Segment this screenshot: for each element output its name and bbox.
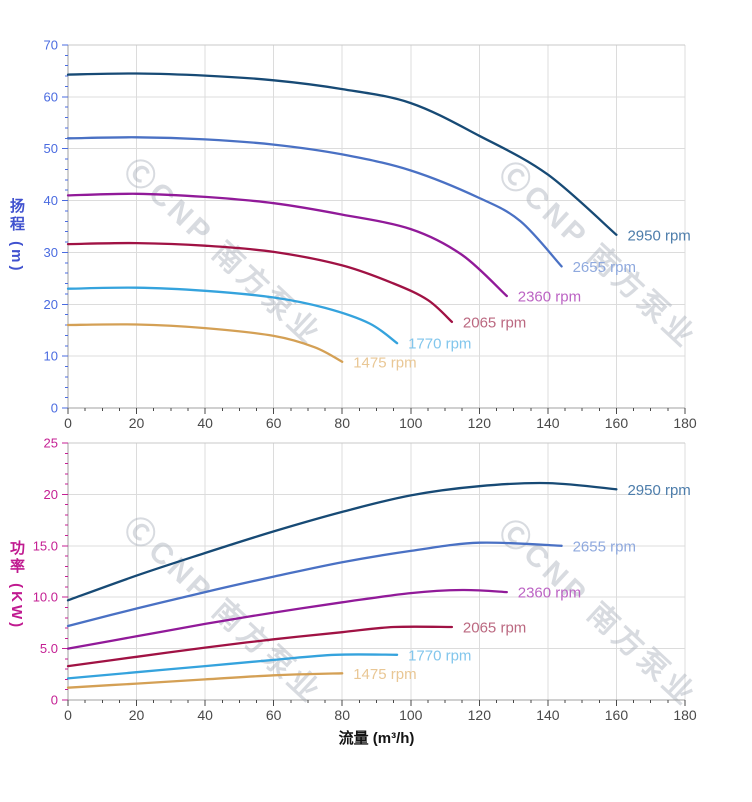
x-tick-label: 160 [605, 415, 629, 431]
y-tick-label: 20 [44, 297, 58, 312]
curve-1770rpm [66, 286, 399, 345]
grid [68, 45, 686, 408]
curve-label-2655rpm: 2655 rpm [573, 259, 636, 276]
grid [68, 443, 686, 700]
x-tick-label: 160 [605, 707, 629, 723]
x-tick-label: 60 [266, 707, 282, 723]
curve-label-2065rpm: 2065 rpm [463, 620, 526, 637]
y-tick-label: 10 [44, 349, 58, 364]
x-tick-label: 100 [399, 415, 423, 431]
x-tick-label: 100 [399, 707, 423, 723]
curve-label-1475rpm: 1475 rpm [353, 354, 416, 371]
curve-2655rpm [66, 136, 563, 268]
curve-2655rpm [66, 541, 563, 628]
curve-label-2655rpm: 2655 rpm [573, 538, 636, 555]
x-tick-label: 120 [468, 707, 492, 723]
x-tick-label: 20 [129, 415, 145, 431]
power-y-axis-title: 功率 (KW) [8, 540, 25, 631]
y-tick-label: 60 [44, 89, 58, 104]
x-tick-label: 20 [129, 707, 145, 723]
y-tick-label: 20 [44, 487, 58, 502]
curve-label-1475rpm: 1475 rpm [353, 666, 416, 683]
x-tick-label: 80 [334, 707, 350, 723]
x-tick-label: 120 [468, 415, 492, 431]
x-tick-label: 40 [197, 707, 213, 723]
y-tick-label: 5.0 [40, 641, 58, 656]
curve-2950rpm [66, 481, 618, 602]
y-tick-label: 50 [44, 141, 58, 156]
x-tick-label: 0 [64, 415, 72, 431]
y-tick-label: 70 [44, 38, 58, 53]
curve-label-2065rpm: 2065 rpm [463, 314, 526, 331]
x-tick-label: 140 [536, 415, 560, 431]
flow-x-axis-title: 流量 (m³/h) [338, 730, 415, 747]
x-tick-label: 140 [536, 707, 560, 723]
curve-label-2950rpm: 2950 rpm [627, 227, 690, 244]
curve-1475rpm [66, 323, 344, 363]
y-tick-label: 40 [44, 193, 58, 208]
curve-label-2360rpm: 2360 rpm [518, 585, 581, 602]
x-tick-label: 40 [197, 415, 213, 431]
y-tick-label: 0 [51, 693, 58, 708]
curve-2360rpm [66, 588, 508, 650]
curve-label-2950rpm: 2950 rpm [627, 482, 690, 499]
curve-label-2360rpm: 2360 rpm [518, 288, 581, 305]
curve-2360rpm [66, 192, 508, 298]
y-tick-label: 15.0 [33, 538, 58, 553]
y-tick-label: 30 [44, 245, 58, 260]
y-tick-label: 10.0 [33, 590, 58, 605]
curve-2065rpm [66, 241, 454, 324]
curve-2950rpm [66, 72, 618, 236]
watermark-text: ⒸCNP 南方泵业 [117, 510, 328, 710]
x-tick-label: 0 [64, 707, 72, 723]
curve-2065rpm [66, 625, 454, 668]
x-tick-label: 180 [673, 415, 697, 431]
head-y-axis-title: 扬程 (m) [8, 198, 25, 274]
curve-label-1770rpm: 1770 rpm [408, 336, 471, 353]
x-tick-label: 180 [673, 707, 697, 723]
x-tick-label: 60 [266, 415, 282, 431]
y-tick-label: 25 [44, 436, 58, 451]
curve-1770rpm [66, 653, 399, 680]
curve-label-1770rpm: 1770 rpm [408, 647, 471, 664]
curve-1475rpm [66, 672, 344, 689]
y-tick-label: 0 [51, 401, 58, 416]
x-tick-label: 80 [334, 415, 350, 431]
